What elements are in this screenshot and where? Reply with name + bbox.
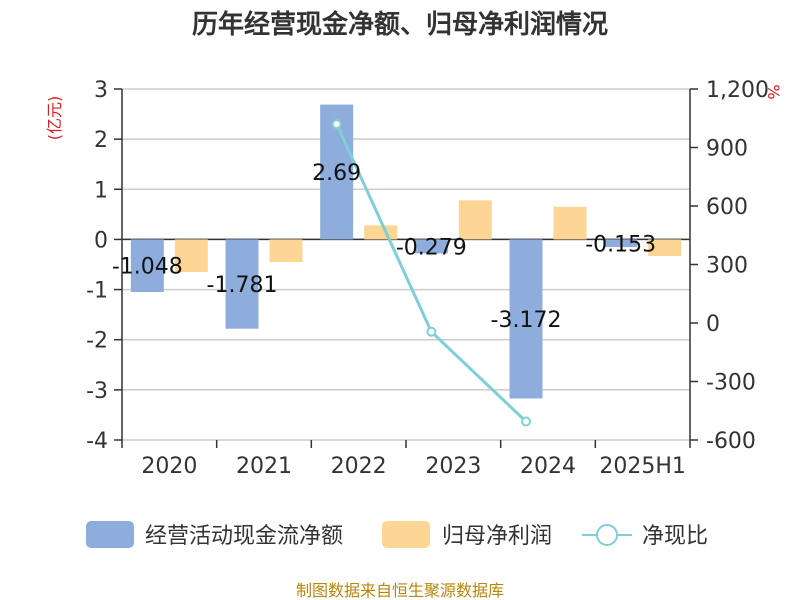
x-tick-label: 2020 xyxy=(141,454,197,479)
source-note: 制图数据来自恒生聚源数据库 xyxy=(296,581,504,600)
data-labels: -1.048 -1.781 2.69 -0.279 -3.172 -0.153 xyxy=(112,161,656,333)
x-tick-label: 2022 xyxy=(331,454,387,479)
bar-cash-flow xyxy=(604,239,638,248)
legend-swatch-ratio xyxy=(582,524,632,546)
legend-swatch-cash-flow xyxy=(86,521,134,548)
right-tick-label: 0 xyxy=(706,312,720,337)
x-tick-label: 2023 xyxy=(425,454,481,479)
left-tick-label: -2 xyxy=(86,329,108,354)
left-tick-label: 1 xyxy=(94,178,108,203)
data-label-cash-flow: -1.781 xyxy=(207,273,278,298)
ratio-point xyxy=(426,326,437,337)
right-axis-unit: % xyxy=(764,84,783,99)
bar-net-profit xyxy=(553,206,587,240)
x-axis-ticks: 2020 2021 2022 2023 2024 2025H1 xyxy=(121,440,691,479)
data-label-cash-flow: -3.172 xyxy=(491,308,562,333)
legend-label-net-profit: 归母净利润 xyxy=(442,524,552,549)
bar-cash-flow xyxy=(130,239,164,292)
left-tick-label: 3 xyxy=(94,78,108,103)
bar-cash-flow xyxy=(225,239,259,329)
legend-swatch-net-profit xyxy=(382,521,430,548)
right-tick-label: 300 xyxy=(706,254,748,279)
x-tick-label: 2021 xyxy=(236,454,292,479)
bar-net-profit xyxy=(364,225,398,240)
chart-title: 历年经营现金净额、归母净利润情况 xyxy=(192,9,608,40)
right-tick-label: -600 xyxy=(706,429,756,454)
legend-label-ratio: 净现比 xyxy=(642,524,708,549)
bar-net-profit xyxy=(269,239,303,262)
left-tick-label: -1 xyxy=(86,279,108,304)
right-tick-label: 1,200 xyxy=(706,78,769,103)
bar-net-profit xyxy=(648,239,682,256)
data-label-cash-flow: 2.69 xyxy=(312,161,361,186)
left-tick-label: 0 xyxy=(94,228,108,253)
left-tick-label: -4 xyxy=(86,429,108,454)
x-tick-label: 2024 xyxy=(520,454,576,479)
right-tick-label: -300 xyxy=(706,371,756,396)
left-tick-label: 2 xyxy=(94,128,108,153)
left-axis-ticks: 3 2 1 0 -1 -2 -3 -4 xyxy=(86,78,122,454)
legend-label-cash-flow: 经营活动现金流净额 xyxy=(145,524,343,549)
bar-cash-flow xyxy=(414,239,448,254)
data-label-cash-flow: -1.048 xyxy=(112,255,183,280)
x-tick-label: 2025H1 xyxy=(599,454,686,479)
right-tick-label: 900 xyxy=(706,137,748,162)
bars xyxy=(130,104,682,399)
ratio-point xyxy=(331,119,342,130)
data-label-cash-flow: -0.279 xyxy=(396,235,467,260)
ratio-line xyxy=(331,119,531,427)
bar-net-profit xyxy=(174,239,208,273)
legend: 经营活动现金流净额 归母净利润 净现比 xyxy=(86,521,708,549)
ratio-point xyxy=(521,416,531,427)
right-tick-label: 600 xyxy=(706,195,748,220)
ratio-line-path xyxy=(335,123,528,423)
data-label-cash-flow: -0.153 xyxy=(585,232,656,257)
right-axis-ticks: 1,200 900 600 300 0 -300 -600 xyxy=(690,78,769,454)
bar-cash-flow xyxy=(509,239,543,399)
left-axis-unit: (亿元) xyxy=(45,96,64,141)
bar-net-profit xyxy=(458,200,492,240)
left-tick-label: -3 xyxy=(86,379,108,404)
